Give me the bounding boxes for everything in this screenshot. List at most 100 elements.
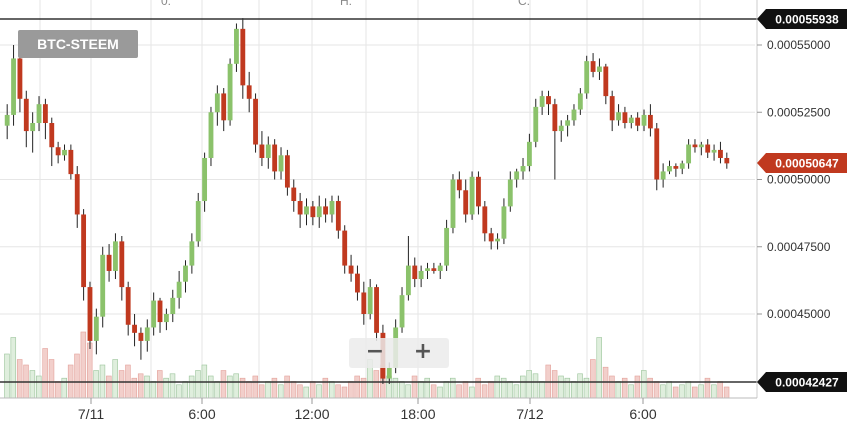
volume-bar	[641, 370, 647, 399]
candle-body	[265, 144, 271, 158]
volume-bar	[392, 377, 399, 399]
volume-bar	[316, 384, 322, 399]
volume-bar	[328, 381, 335, 399]
candle-body	[202, 157, 208, 202]
candle-body	[361, 292, 367, 314]
candle-body	[4, 114, 10, 126]
candle-body	[297, 201, 303, 215]
candle-body	[622, 112, 628, 124]
candle-body	[577, 93, 583, 110]
volume-bar	[500, 377, 507, 399]
volume-bar	[520, 375, 526, 399]
volume-bar	[297, 384, 303, 399]
volume-bar	[207, 375, 214, 399]
candle-body	[214, 93, 220, 113]
low-value-tag-bg	[757, 372, 847, 392]
volume-bar	[220, 370, 227, 399]
volume-bar	[590, 359, 596, 399]
candle-body	[507, 179, 513, 207]
volume-bar	[660, 384, 666, 399]
high-value-tag-label: 0.00055938	[775, 13, 839, 27]
candle-body	[291, 187, 297, 202]
volume-bar	[246, 381, 252, 399]
volume-bar	[271, 377, 278, 399]
candle-body	[597, 66, 602, 72]
volume-bar	[61, 377, 67, 399]
volume-bar	[74, 353, 80, 399]
volume-bar	[685, 381, 692, 399]
candle-body	[654, 128, 660, 180]
candle-body	[552, 104, 558, 132]
volume-bar	[609, 375, 615, 399]
candle-body	[195, 201, 201, 242]
candle-body	[724, 157, 730, 164]
y-tick-label: 0.00045000	[767, 307, 831, 321]
volume-bar	[430, 384, 437, 399]
volume-bar	[513, 384, 520, 399]
candle-body	[660, 171, 666, 180]
volume-bar	[532, 373, 539, 399]
candle-body	[240, 28, 246, 86]
volume-bar	[86, 342, 93, 399]
candle-body	[437, 265, 443, 271]
candle-body	[405, 265, 411, 296]
candle-body	[11, 58, 16, 115]
candle-body	[399, 295, 405, 328]
candle-body	[208, 112, 214, 158]
candle-body	[482, 206, 488, 234]
candle-body	[367, 287, 373, 314]
pair-title-badge: BTC-STEEM	[18, 30, 138, 58]
candle-body	[374, 287, 379, 333]
volume-bar	[93, 370, 99, 399]
y-tick-label: 0.00055000	[767, 38, 831, 52]
volume-bar	[717, 381, 723, 399]
zoom-in-button[interactable]: +	[413, 339, 433, 364]
volume-bar	[182, 381, 188, 399]
high-value-tag-bg	[757, 9, 847, 29]
volume-bar	[144, 375, 150, 399]
candle-body	[335, 201, 341, 231]
candle-body	[49, 123, 55, 148]
candle-body	[450, 179, 456, 228]
volume-bar	[284, 375, 290, 399]
x-tick-label: 6:00	[188, 406, 215, 422]
zoom-out-button[interactable]: −	[365, 339, 385, 364]
top-partial-label: 0:	[161, 0, 171, 8]
candle-body	[23, 98, 29, 132]
volume-bar	[309, 381, 316, 399]
candle-body	[628, 117, 634, 124]
candle-body	[278, 155, 284, 172]
volume-bar	[437, 386, 443, 399]
volume-bar	[42, 348, 48, 399]
candle-body	[705, 144, 711, 153]
candle-body	[425, 268, 430, 271]
volume-bar	[118, 370, 125, 399]
candle-body	[476, 176, 481, 207]
volume-bar	[322, 377, 329, 399]
candle-body	[125, 287, 131, 325]
candle-body	[93, 316, 99, 341]
volume-bar	[621, 377, 628, 399]
volume-bar	[691, 386, 698, 399]
volume-bar	[653, 381, 660, 399]
candle-body	[469, 176, 475, 215]
candle-body	[259, 144, 265, 158]
zoom-controls: − +	[349, 338, 449, 368]
candle-body	[304, 206, 309, 215]
volume-bar	[577, 373, 583, 399]
candle-body	[647, 114, 653, 129]
volume-bar	[679, 384, 685, 399]
candle-body	[272, 144, 278, 172]
x-tick-label: 7/11	[78, 406, 104, 422]
candle-body	[539, 96, 545, 107]
volume-bar	[10, 337, 17, 399]
candle-body	[571, 109, 577, 121]
candle-body	[189, 241, 195, 266]
candle-body	[55, 147, 61, 156]
candle-body	[234, 28, 239, 64]
volume-bar	[150, 381, 157, 399]
low-value-tag-label: 0.00042427	[775, 376, 839, 390]
candle-body	[673, 166, 679, 169]
volume-bar	[456, 384, 462, 399]
volume-bar	[233, 373, 239, 399]
